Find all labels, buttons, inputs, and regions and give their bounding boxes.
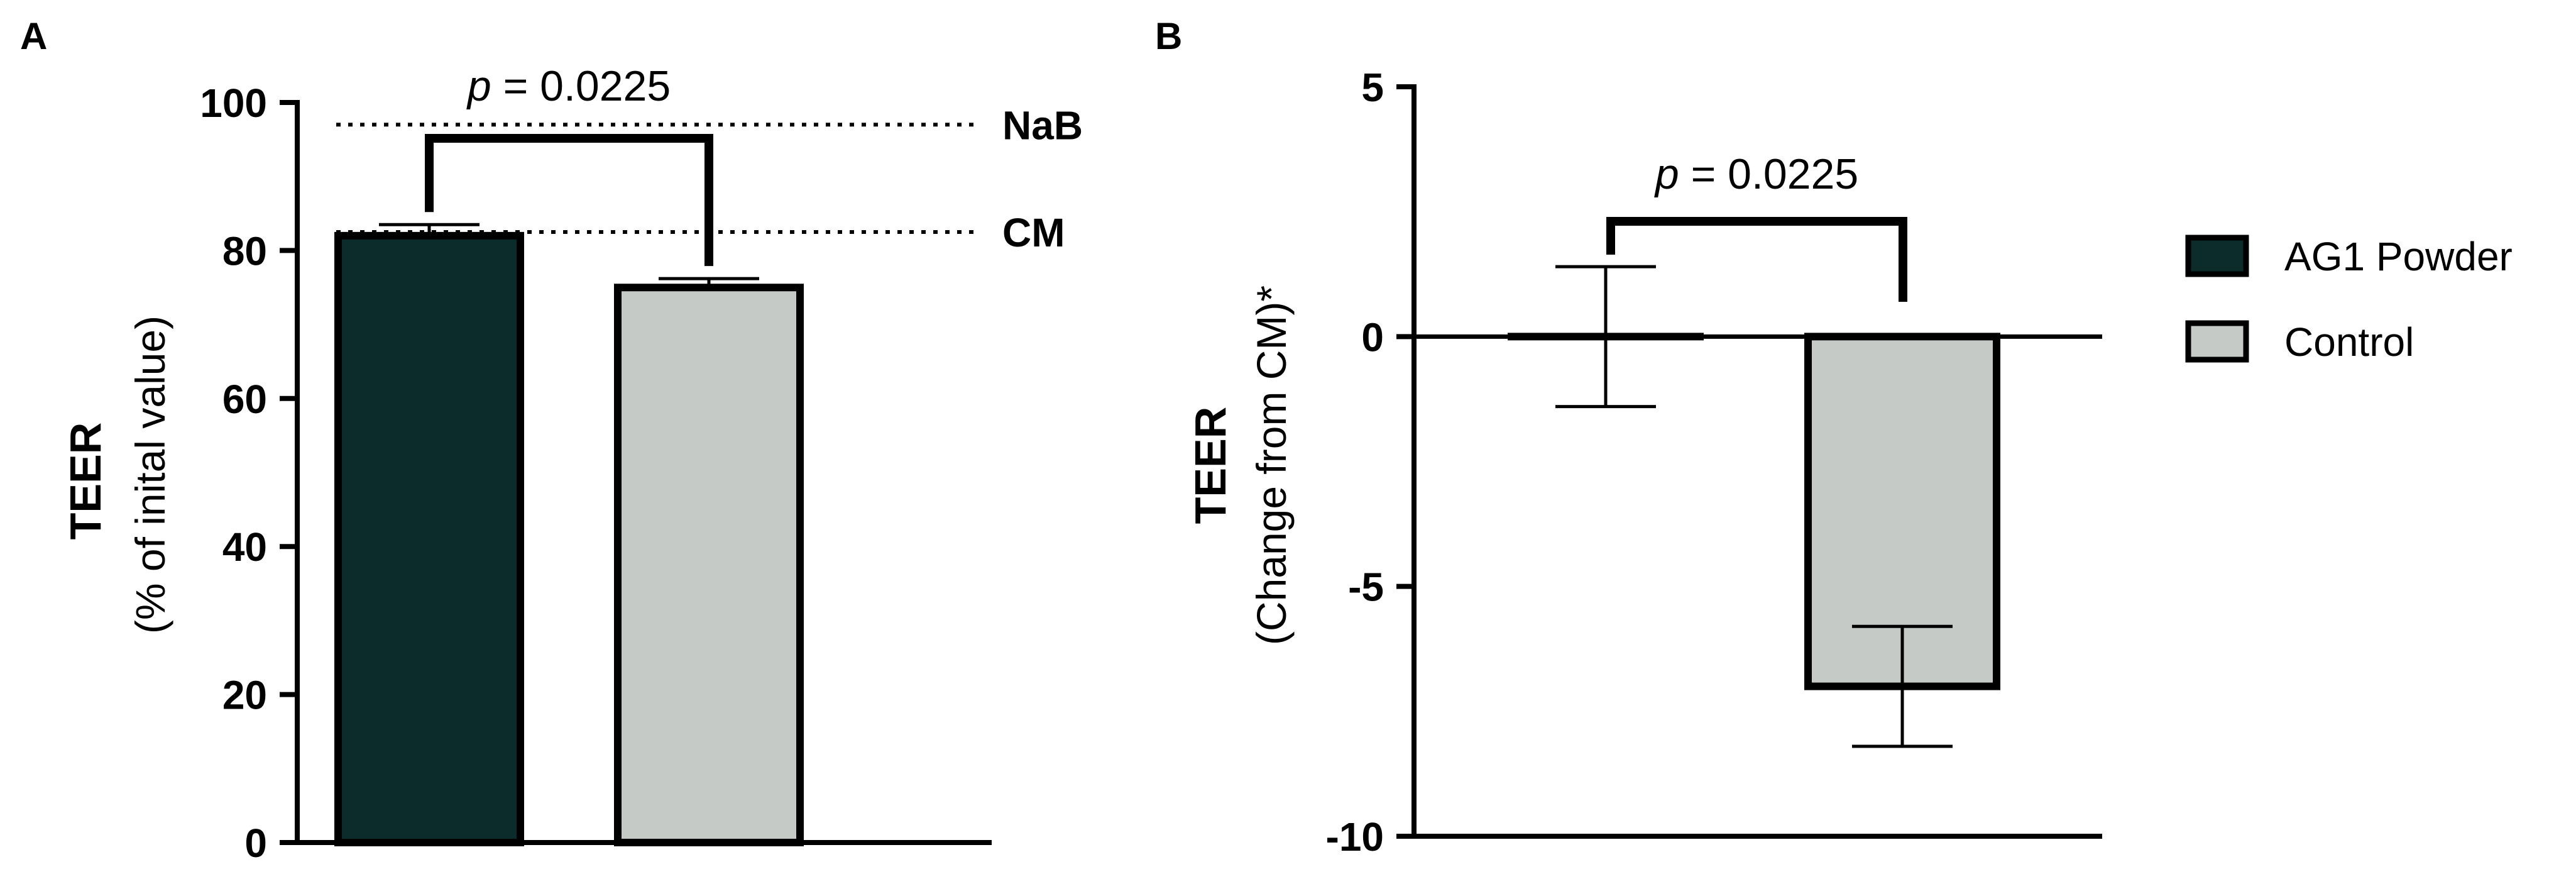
panel-a-reference-label: NaB bbox=[1002, 102, 1083, 148]
panel-b-ylabel: TEER bbox=[1186, 407, 1235, 524]
panel-a-y-tick-label: 100 bbox=[200, 80, 267, 126]
legend-label-ag1: AG1 Powder bbox=[2284, 234, 2513, 279]
legend-label-control: Control bbox=[2284, 319, 2414, 365]
panel-b-significance-bracket bbox=[1611, 221, 1903, 302]
legend-swatch-control bbox=[2188, 323, 2246, 360]
panel-b-y-tick-label: -5 bbox=[1348, 565, 1384, 610]
panel-a-p-symbol: p bbox=[466, 62, 491, 110]
panel-b-y-tick-label: 0 bbox=[1361, 314, 1384, 360]
panel-a-p-number: = 0.0225 bbox=[491, 62, 671, 110]
panel-a-reference-label: CM bbox=[1002, 210, 1065, 255]
panel-a-y-tick-label: 40 bbox=[222, 524, 267, 570]
panel-b-ylabel-sub: (Change from CM)* bbox=[1248, 285, 1295, 645]
panel-a-y-tick-label: 0 bbox=[244, 821, 267, 866]
panel-b-y-tick-label: -10 bbox=[1326, 814, 1384, 860]
panel-a-plot: 0 20 40 60 80 100 NaB CM p = 0.0225 bbox=[200, 62, 1083, 866]
panel-a-p-value: p = 0.0225 bbox=[466, 62, 671, 110]
panel-b-plot: 5 0 -5 -10 p = 0.0225 bbox=[1326, 65, 2103, 860]
panel-b-y-tick-label: 5 bbox=[1361, 65, 1384, 110]
legend-swatch-ag1 bbox=[2188, 238, 2246, 274]
panel-a-y-tick-label: 20 bbox=[222, 673, 267, 718]
panel-a-y-tick-label: 60 bbox=[222, 377, 267, 422]
panel-a-ylabel: TEER bbox=[61, 423, 110, 540]
panel-a-y-tick-label: 80 bbox=[222, 228, 267, 274]
panel-b-p-number: = 0.0225 bbox=[1679, 150, 1858, 198]
panel-a-bar bbox=[618, 287, 800, 843]
panel-a-ylabel-sub: (% of inital value) bbox=[127, 316, 173, 634]
legend: AG1 Powder Control bbox=[2188, 234, 2513, 365]
panel-b-p-symbol: p bbox=[1654, 150, 1679, 198]
panel-b-letter: B bbox=[1155, 15, 1182, 57]
panel-b-p-value: p = 0.0225 bbox=[1654, 150, 1858, 198]
panel-a-bar bbox=[338, 236, 520, 843]
panel-a-letter: A bbox=[20, 15, 47, 57]
